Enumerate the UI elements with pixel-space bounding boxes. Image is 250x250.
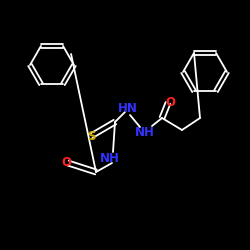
Text: HN: HN xyxy=(118,102,138,114)
Text: O: O xyxy=(165,96,175,108)
Text: S: S xyxy=(87,130,95,142)
Text: O: O xyxy=(61,156,71,170)
Text: NH: NH xyxy=(135,126,155,138)
Text: NH: NH xyxy=(100,152,120,164)
